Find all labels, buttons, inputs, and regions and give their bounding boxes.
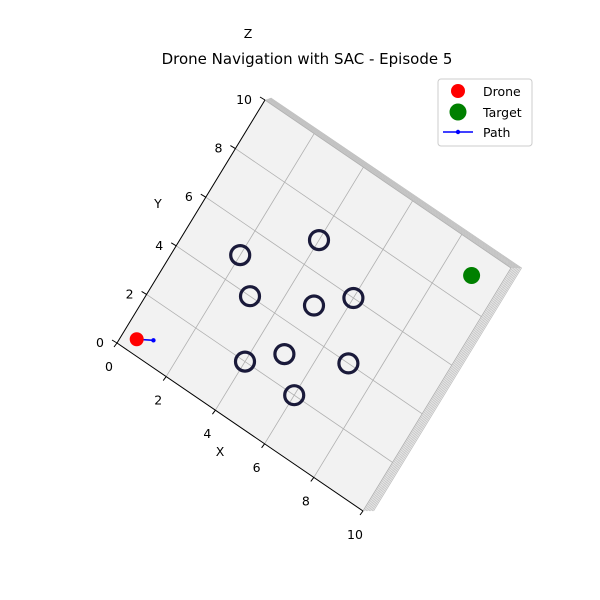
x-tick-label: 6	[253, 460, 261, 475]
obstacle-marker	[233, 350, 257, 373]
grid	[146, 99, 512, 512]
obstacle-marker	[283, 384, 306, 407]
obstacle-marker	[307, 229, 331, 252]
x-tick-mark	[310, 477, 315, 482]
drone-marker	[129, 332, 144, 347]
obstacle-marker	[229, 244, 252, 267]
data-marks	[129, 229, 481, 407]
legend-drone-marker	[451, 84, 465, 98]
y-gridline	[175, 245, 423, 415]
z-axis-label: Z	[244, 26, 253, 41]
legend: Drone Target Path	[437, 78, 533, 147]
x-axis-label: X	[216, 444, 225, 459]
pane-edge-line	[269, 97, 521, 512]
obstacle-marker	[337, 352, 360, 375]
pane-edge-line	[265, 99, 514, 512]
x-tick-label: 4	[203, 426, 211, 441]
legend-path-marker	[455, 129, 461, 135]
y-tick-label: 10	[236, 92, 252, 107]
pane-edge-line	[267, 98, 517, 512]
x-gridline	[313, 234, 463, 478]
x-gridline	[362, 267, 512, 512]
path-point	[151, 338, 156, 343]
y-tick-label: 8	[214, 141, 222, 156]
pane-edge-line	[268, 98, 518, 512]
y-tick-mark	[259, 96, 266, 101]
x-tick-label: 0	[105, 359, 113, 374]
x-tick-mark	[211, 409, 216, 415]
legend-drone-label: Drone	[483, 84, 521, 99]
pane-edge-line	[266, 99, 515, 512]
x-tick-label: 2	[154, 393, 162, 408]
x-tick-mark	[113, 342, 118, 348]
y-tick-mark	[141, 290, 147, 295]
legend-target-label: Target	[482, 105, 522, 120]
obstacle-marker	[342, 286, 365, 310]
target-marker	[463, 267, 481, 284]
y-gridline	[264, 99, 512, 269]
xy-plane	[116, 97, 523, 512]
x-tick-mark	[261, 443, 266, 449]
y-tick-mark	[111, 339, 118, 344]
pane-edge-line	[268, 98, 520, 512]
y-tick-mark	[170, 242, 177, 247]
obstacle-marker	[238, 285, 262, 308]
y-axis-label: Y	[153, 196, 162, 211]
pane-edge-line	[270, 97, 523, 512]
y-axis-line	[116, 99, 266, 344]
y-tick-mark	[200, 193, 207, 198]
axes: 0 2 4 6 8 10 0 2 4 6 8 10	[96, 92, 364, 542]
x-axis-line	[116, 342, 364, 512]
chart-title: Drone Navigation with SAC - Episode 5	[162, 50, 453, 68]
xy-pane	[116, 99, 512, 512]
x-tick-mark	[359, 510, 364, 516]
x-tick-mark	[162, 376, 167, 381]
obstacle-marker	[273, 343, 296, 366]
y-gridline	[235, 148, 482, 317]
x-tick-label: 8	[302, 493, 310, 508]
y-tick-label: 0	[96, 335, 104, 350]
x-tick-label: 10	[347, 527, 363, 542]
y-tick-mark	[230, 145, 236, 150]
y-gridline	[205, 196, 453, 366]
y-gridline	[146, 294, 393, 463]
legend-path-label: Path	[483, 125, 510, 140]
y-tick-label: 4	[155, 238, 163, 253]
y-tick-label: 6	[185, 189, 193, 204]
x-gridline	[165, 133, 315, 377]
obstacle-marker	[302, 294, 326, 317]
y-tick-label: 2	[126, 286, 134, 301]
legend-target-marker	[449, 103, 467, 121]
